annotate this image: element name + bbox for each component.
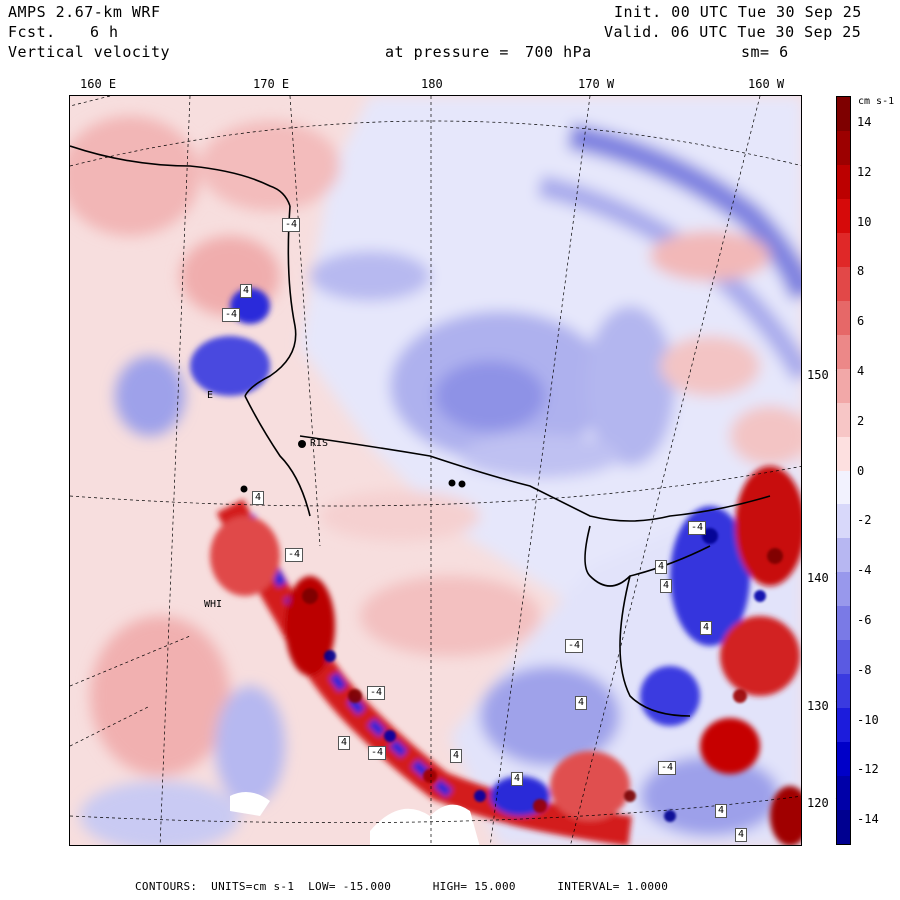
colorbar-tick-label: 14: [857, 114, 872, 129]
colorbar-tick-label: -6: [857, 612, 872, 627]
lon-label-160e: 160 E: [80, 77, 117, 91]
colorbar-segment: [837, 776, 850, 811]
colorbar-segment: [837, 368, 850, 404]
colorbar-segment: [837, 504, 850, 539]
footer-interval: INTERVAL= 1.0000: [557, 880, 669, 893]
footer-high: HIGH= 15.000: [432, 880, 516, 893]
contour-label: -4: [285, 548, 304, 562]
contour-label: 4: [735, 828, 748, 842]
contour-label: -4: [222, 308, 241, 322]
contour-label: 4: [700, 621, 713, 635]
valid-time: Valid. 06 UTC Tue 30 Sep 25: [604, 23, 862, 41]
colorbar-segment: [837, 538, 850, 573]
contour-label: -4: [658, 761, 677, 775]
colorbar-tick-label: 6: [857, 314, 865, 329]
lon-label-180: 180: [421, 77, 443, 91]
contour-label: 4: [240, 284, 253, 298]
contour-label: 4: [575, 696, 588, 710]
contour-label: 4: [252, 491, 265, 505]
footer-units: UNITS=cm s-1: [211, 880, 295, 893]
colorbar-segment: [837, 708, 850, 743]
pressure-label: at pressure =: [385, 43, 509, 61]
colorbar-segment: [837, 300, 850, 336]
vertical-velocity-map: RIS WHI E -4 4 -4 4 -4 4 -4 4 4 -4 4 -4 4 -4 4 4 -4 4 4: [69, 95, 802, 846]
colorbar: [836, 96, 851, 845]
colorbar-tick-label: -4: [857, 563, 872, 578]
colorbar-tick-label: 4: [857, 363, 865, 378]
contour-label: 4: [338, 736, 351, 750]
colorbar-segment: [837, 97, 850, 132]
colorbar-segment: [837, 164, 850, 200]
init-time: Init. 00 UTC Tue 30 Sep 25: [614, 3, 862, 21]
contour-label: 4: [511, 772, 524, 786]
colorbar-units: cm s-1: [858, 96, 895, 107]
colorbar-tick-label: -2: [857, 513, 872, 528]
contour-label: -4: [282, 218, 301, 232]
contour-label: 4: [655, 560, 668, 574]
colorbar-segment: [837, 130, 850, 166]
colorbar-tick-label: -10: [857, 712, 879, 727]
contour-label: 4: [660, 579, 673, 593]
colorbar-segment: [837, 640, 850, 675]
contour-label: 4: [715, 804, 728, 818]
graticule: [70, 96, 801, 845]
colorbar-tick-label: -12: [857, 762, 879, 777]
contour-label: -4: [368, 746, 387, 760]
colorbar-tick-label: -14: [857, 812, 879, 827]
colorbar-tick-label: 0: [857, 463, 865, 478]
station-markers: [240, 440, 466, 493]
colorbar-tick-label: -8: [857, 662, 872, 677]
colorbar-segment: [837, 334, 850, 370]
coastline: [70, 145, 771, 717]
place-label-e: E: [207, 390, 214, 401]
field-name: Vertical velocity: [8, 43, 171, 61]
colorbar-tick-label: 12: [857, 164, 872, 179]
lon-label-160w: 160 W: [748, 77, 785, 91]
colorbar-segment: [837, 266, 850, 302]
velocity-field: [70, 96, 801, 845]
lon-label-170e: 170 E: [253, 77, 290, 91]
smoothing-value: sm= 6: [741, 43, 789, 61]
place-label-ris: RIS: [310, 438, 329, 449]
colorbar-segment: [837, 436, 850, 471]
colorbar-segment: [837, 232, 850, 268]
colorbar-tick-label: 10: [857, 214, 872, 229]
contour-label: -4: [688, 521, 707, 535]
colorbar-tick-label: 8: [857, 264, 865, 279]
pressure-value: 700 hPa: [525, 43, 592, 61]
colorbar-segment: [837, 742, 850, 777]
colorbar-segment: [837, 810, 850, 845]
forecast-label: Fcst.: [8, 23, 56, 41]
colorbar-segment: [837, 674, 850, 709]
footer-low: LOW= -15.000: [308, 880, 392, 893]
footer-contours: CONTOURS:: [135, 880, 198, 893]
colorbar-segment: [837, 606, 850, 641]
model-title: AMPS 2.67-km WRF: [8, 3, 161, 21]
place-label-whi: WHI: [204, 599, 223, 610]
contour-label: 4: [450, 749, 463, 763]
contour-info: CONTOURS: UNITS=cm s-1 LOW= -15.000 HIGH…: [135, 880, 668, 893]
contour-label: -4: [565, 639, 584, 653]
colorbar-segment: [837, 198, 850, 234]
colorbar-segment: [837, 470, 850, 505]
forecast-hours: 6 h: [90, 23, 119, 41]
colorbar-segment: [837, 402, 850, 438]
colorbar-tick-label: 2: [857, 413, 865, 428]
contour-label: -4: [367, 686, 386, 700]
lon-label-170w: 170 W: [578, 77, 615, 91]
colorbar-segment: [837, 572, 850, 607]
